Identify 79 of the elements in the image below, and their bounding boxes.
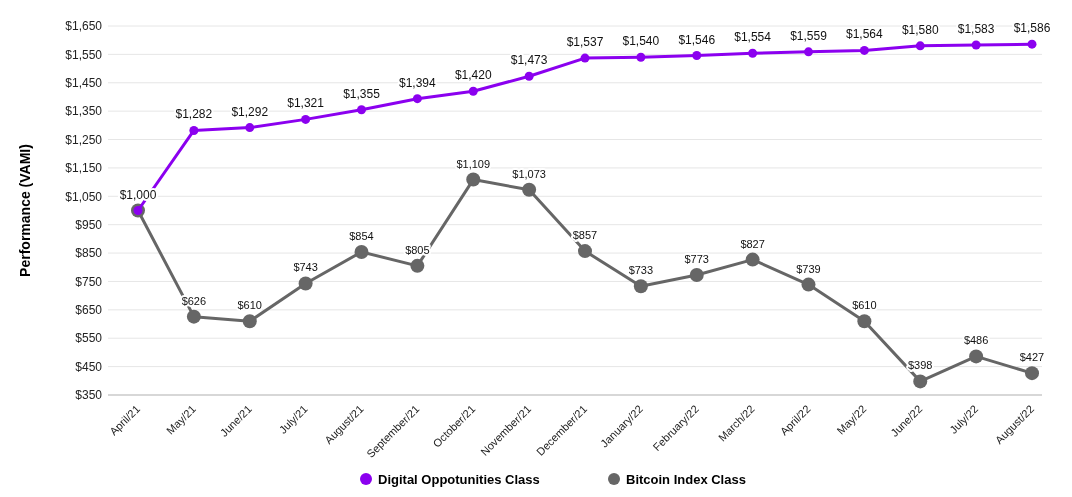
point xyxy=(745,252,760,267)
y-axis-title: Performance (VAMI) xyxy=(17,144,33,277)
y-tick-label: $950 xyxy=(75,217,103,232)
point xyxy=(468,86,478,96)
y-tick-label: $1,350 xyxy=(65,104,103,119)
data-label: $1,546 xyxy=(678,32,716,47)
point xyxy=(245,123,255,133)
data-label: $398 xyxy=(908,359,933,372)
point xyxy=(969,349,984,364)
y-tick-label: $850 xyxy=(75,246,103,261)
point xyxy=(748,48,758,58)
point xyxy=(410,258,425,273)
y-tick-label: $1,050 xyxy=(65,189,103,204)
y-tick-label: $1,250 xyxy=(65,132,103,147)
data-label: $610 xyxy=(852,299,877,312)
data-label: $1,420 xyxy=(454,68,492,83)
point xyxy=(857,314,872,329)
y-tick-label: $1,550 xyxy=(65,47,103,62)
point xyxy=(354,244,369,259)
data-label: $1,580 xyxy=(901,22,939,37)
point xyxy=(801,277,816,292)
point xyxy=(242,314,257,329)
y-tick-label: $750 xyxy=(75,274,103,289)
data-label: $1,583 xyxy=(957,22,995,37)
data-label: $827 xyxy=(740,237,765,250)
point xyxy=(466,172,481,187)
data-label: $1,292 xyxy=(231,104,269,119)
point xyxy=(692,51,702,61)
data-label: $854 xyxy=(349,229,374,242)
point xyxy=(971,40,981,50)
point xyxy=(301,114,311,124)
y-tick-label: $550 xyxy=(75,331,103,346)
point xyxy=(578,244,592,259)
point xyxy=(298,276,313,291)
y-tick-label: $350 xyxy=(75,388,103,403)
y-tick-label: $450 xyxy=(75,359,103,374)
legend-label: Digital Oppotunities Class xyxy=(378,471,540,487)
data-label: $739 xyxy=(796,262,821,275)
y-tick-label: $1,450 xyxy=(65,75,103,90)
data-label: $1,559 xyxy=(790,28,828,43)
data-label: $733 xyxy=(628,264,654,277)
point xyxy=(412,94,422,104)
point xyxy=(186,309,201,324)
data-label: $773 xyxy=(684,252,709,265)
y-tick-label: $1,150 xyxy=(65,161,103,176)
point xyxy=(689,267,704,282)
point xyxy=(1027,39,1037,49)
point xyxy=(522,182,537,197)
data-label: $1,394 xyxy=(399,75,437,90)
data-label: $427 xyxy=(1019,351,1045,364)
data-label: $1,554 xyxy=(734,30,772,45)
point xyxy=(915,41,925,51)
data-label: $857 xyxy=(572,229,598,242)
point xyxy=(633,279,648,294)
data-label: $1,282 xyxy=(175,107,213,122)
data-label: $1,540 xyxy=(622,34,660,49)
data-label: $1,537 xyxy=(566,35,604,50)
legend-label: Bitcoin Index Class xyxy=(626,471,746,487)
data-label: $743 xyxy=(293,261,318,274)
data-label: $1,586 xyxy=(1013,21,1051,36)
point xyxy=(580,53,590,63)
point xyxy=(357,105,366,115)
data-label: $486 xyxy=(963,334,989,347)
data-label: $1,321 xyxy=(287,96,325,111)
data-label: $1,564 xyxy=(846,27,884,42)
data-label: $1,355 xyxy=(343,86,381,101)
y-tick-label: $650 xyxy=(75,303,103,318)
point xyxy=(189,125,199,135)
data-label: $1,473 xyxy=(510,53,548,68)
point xyxy=(524,71,534,81)
data-label: $1,073 xyxy=(512,167,546,180)
data-label: $1,109 xyxy=(456,157,491,170)
point xyxy=(913,374,928,389)
data-label: $610 xyxy=(237,299,262,312)
point xyxy=(636,52,646,62)
y-tick-label: $1,650 xyxy=(65,19,103,34)
point xyxy=(1025,366,1039,381)
point xyxy=(804,47,813,57)
point xyxy=(859,45,869,55)
